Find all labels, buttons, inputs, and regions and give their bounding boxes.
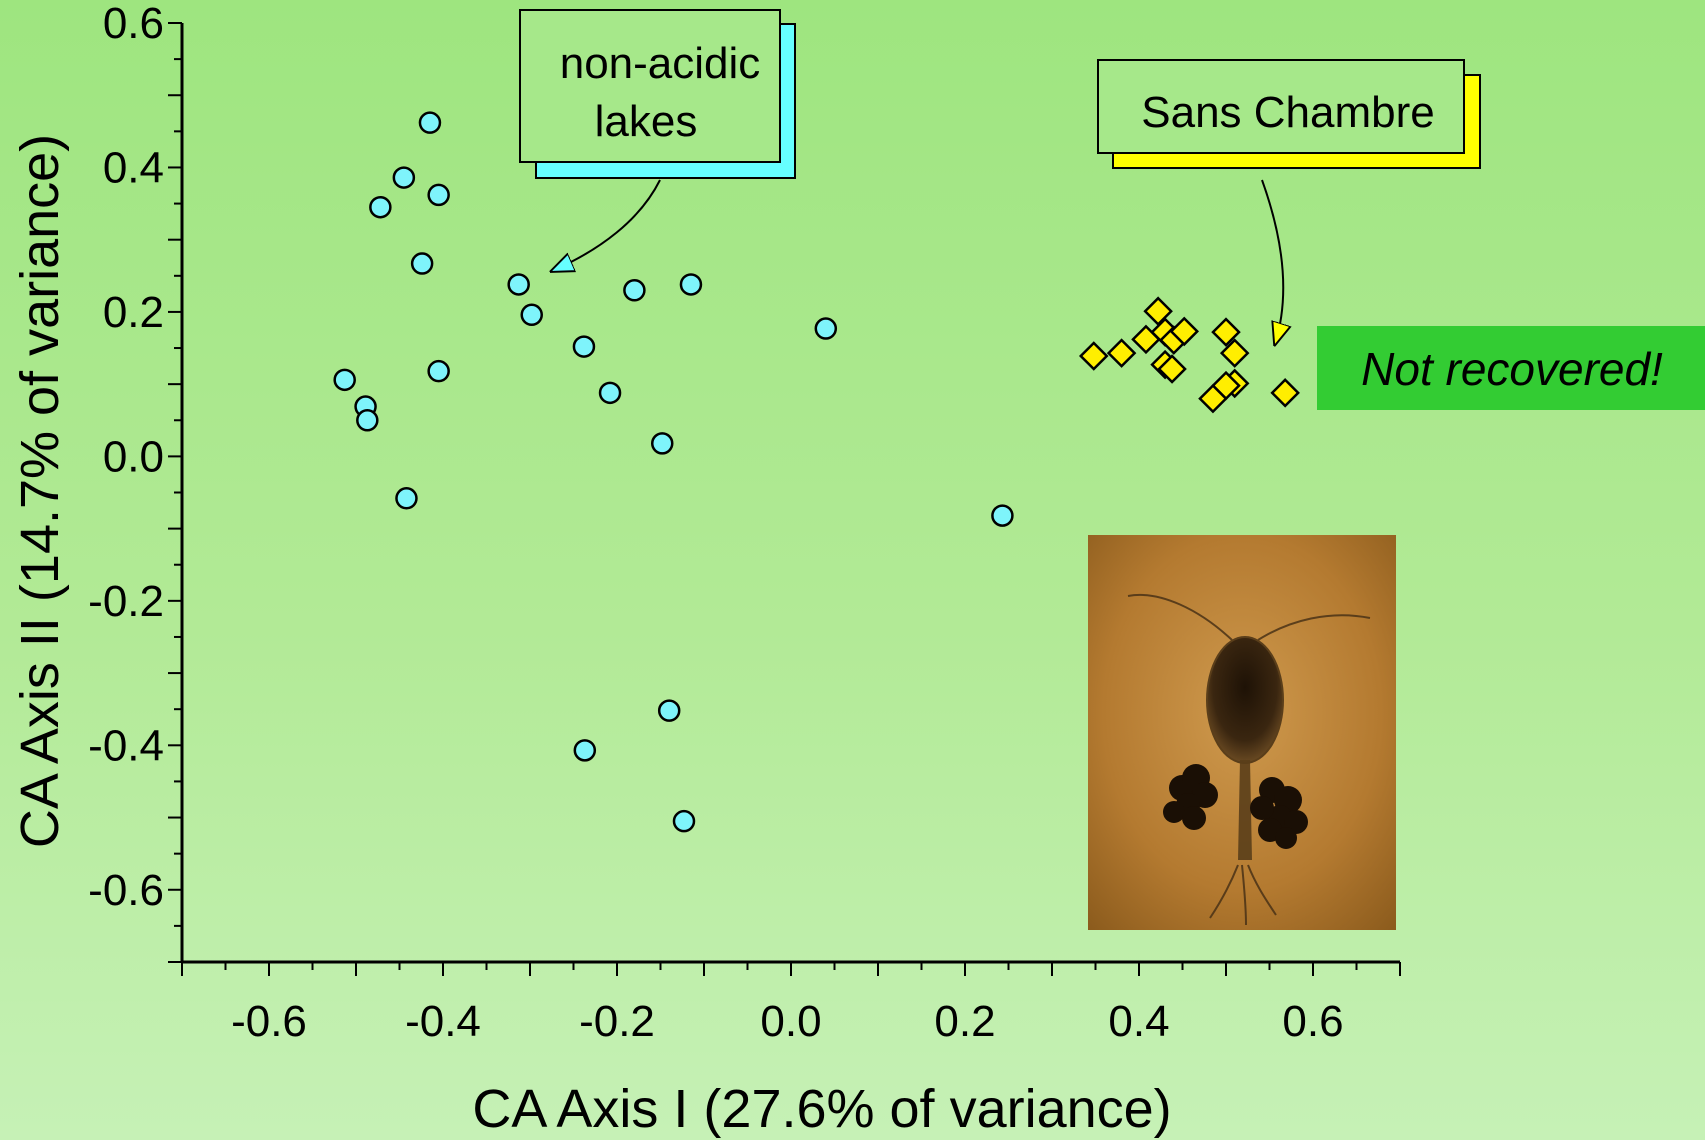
x-tick-label: 0.2 — [934, 997, 995, 1046]
data-point-circle — [573, 739, 597, 762]
data-point-diamond — [1198, 383, 1228, 414]
data-point-diamond — [1211, 317, 1241, 347]
callout-non-acidic-arrow — [552, 179, 661, 271]
data-point-circle — [679, 273, 703, 296]
data-point-circle — [507, 273, 530, 296]
tick-labels: -0.6 -0.4 -0.2 0.0 0.2 0.4 0.6 0.6 0.4 0.2 0.0 -0.2… — [88, 0, 1343, 1046]
x-tick-label: 0.0 — [760, 997, 821, 1046]
data-point-circle — [410, 252, 434, 275]
data-point-circle — [427, 359, 450, 383]
callout-sans-chambre-arrow — [1261, 179, 1283, 344]
callout-non-acidic-line-2: lakes — [595, 97, 698, 146]
data-point-circle — [333, 368, 356, 392]
data-point-circle — [814, 317, 838, 340]
data-point-circle — [991, 504, 1014, 527]
y-tick-label: -0.6 — [88, 866, 164, 915]
data-point-diamond — [1219, 338, 1250, 368]
data-point-circle — [623, 279, 646, 302]
x-tick-label: 0.6 — [1282, 997, 1343, 1046]
y-tick-label: 0.0 — [103, 432, 164, 481]
data-point-diamond — [1157, 354, 1187, 384]
data-point-circle — [392, 166, 416, 189]
data-point-circle — [418, 111, 442, 134]
callout-sans-chambre: Sans Chambre — [1097, 59, 1481, 344]
data-point-circle — [657, 699, 681, 722]
data-point-circle — [650, 432, 674, 455]
data-point-circle — [520, 303, 543, 327]
y-tick-label: -0.4 — [88, 721, 164, 770]
data-point-circle — [356, 409, 379, 432]
data-point-circle — [572, 335, 596, 358]
x-axis-title: CA Axis I (27.6% of variance) — [472, 1079, 1171, 1139]
callout-non-acidic-lakes: non-acidic lakes — [519, 9, 796, 271]
data-point-diamond — [1169, 316, 1200, 347]
data-point-diamond — [1106, 338, 1137, 368]
callout-sans-chambre-label: Sans Chambre — [1141, 88, 1434, 137]
y-tick-label: -0.2 — [88, 577, 164, 626]
callout-non-acidic-line-1: non-acidic — [560, 39, 761, 88]
x-tick-label: 0.4 — [1108, 997, 1169, 1046]
y-tick-label: 0.2 — [103, 288, 164, 337]
data-point-diamond — [1078, 341, 1109, 371]
data-point-circle — [395, 487, 418, 510]
data-point-circle — [427, 183, 450, 207]
data-point-circle — [369, 195, 392, 219]
x-tick-label: -0.4 — [405, 997, 481, 1046]
not-recovered-text: Not recovered! — [1361, 343, 1663, 395]
y-tick-label: 0.6 — [103, 0, 164, 48]
y-axis-title: CA Axis II (14.7% of variance) — [10, 134, 70, 848]
x-tick-label: -0.6 — [231, 997, 307, 1046]
axes — [168, 22, 1401, 976]
y-tick-label: 0.4 — [103, 143, 164, 192]
data-point-diamond — [1143, 296, 1173, 326]
x-tick-label: -0.2 — [579, 997, 655, 1046]
data-point-diamond — [1270, 378, 1300, 408]
copepod-photo — [1088, 535, 1396, 930]
not-recovered-badge: Not recovered! — [1317, 326, 1705, 410]
data-point-circle — [598, 381, 622, 405]
data-point-circle — [672, 809, 696, 833]
data-points — [333, 111, 1300, 833]
